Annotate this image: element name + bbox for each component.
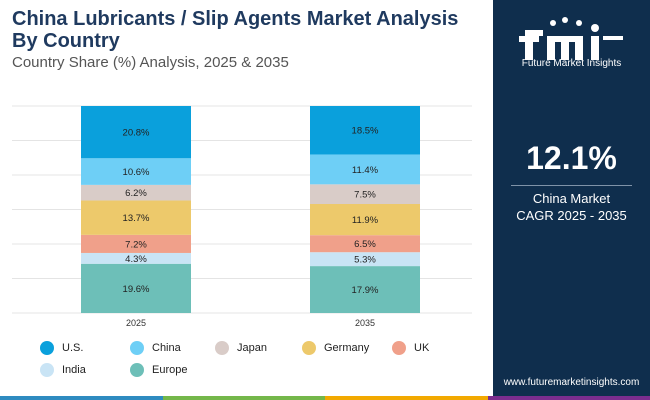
bottom-bar-segment (162, 396, 325, 400)
bar-segment-europe-2025 (81, 263, 191, 313)
bottom-bar-segment (325, 396, 488, 400)
bar-segment-india-2035 (310, 252, 420, 267)
legend-swatch (40, 341, 54, 355)
chart-title: China Lubricants / Slip Agents Market An… (12, 8, 459, 52)
data-label: 19.6% (123, 284, 150, 295)
legend-item-india: India (40, 363, 86, 377)
legend-swatch (130, 363, 144, 377)
cagr-divider (511, 185, 632, 186)
bar-segment-uk-2035 (310, 235, 420, 253)
legend-item-us: U.S. (40, 341, 83, 355)
brand-name: Future Market Insights (521, 58, 622, 69)
cagr-label-period: CAGR 2025 - 2035 (516, 208, 627, 223)
data-label: 18.5% (352, 126, 379, 137)
chart-legend: U.S. China Japan Germany UK India Europe (40, 341, 480, 387)
data-label: 13.7% (123, 213, 150, 224)
bar-segment-japan-2025 (81, 184, 191, 201)
stacked-bar-chart: 19.6% 4.3% 7.2% 13.7% 6.2% 10.6% 20.8% 2025 17.9… (12, 105, 472, 328)
bottom-bar-segment (0, 396, 163, 400)
data-label: 5.3% (354, 255, 376, 266)
data-label: 10.6% (123, 167, 150, 178)
legend-label: India (62, 364, 86, 376)
legend-item-germany: Germany (302, 341, 369, 355)
legend-swatch (215, 341, 229, 355)
bottom-bar-segment (487, 396, 650, 400)
data-label: 17.9% (352, 285, 379, 296)
legend-swatch (40, 363, 54, 377)
legend-label: Germany (324, 342, 370, 354)
chart-subtitle: Country Share (%) Analysis, 2025 & 2035 (12, 54, 289, 71)
bar-segment-germany-2035 (310, 203, 420, 236)
data-label: 11.9% (352, 215, 379, 226)
legend-swatch (130, 341, 144, 355)
cagr-label: China Market CAGR 2025 - 2035 (493, 190, 650, 224)
sidebar-panel: Future Market Insights 12.1% China Marke… (493, 0, 650, 400)
legend-item-china: China (130, 341, 181, 355)
legend-label: U.S. (62, 342, 84, 354)
bar-segment-uk-2025 (81, 234, 191, 253)
data-label: 6.5% (354, 239, 376, 250)
bar-segment-china-2035 (310, 154, 420, 185)
cagr-label-market: China Market (532, 191, 611, 206)
data-label: 11.4% (352, 165, 379, 176)
website-link[interactable]: www.futuremarketinsights.com (503, 377, 640, 388)
legend-item-europe: Europe (130, 363, 187, 377)
legend-label: UK (414, 342, 430, 354)
data-label: 20.8% (123, 128, 150, 139)
data-label: 6.2% (125, 188, 147, 199)
data-label: 4.3% (125, 254, 147, 265)
bar-segment-germany-2025 (81, 200, 191, 235)
bar-segment-us-2035 (310, 106, 420, 155)
bar-segment-india-2025 (81, 252, 191, 264)
x-tick-label: 2025 (126, 318, 146, 328)
x-tick-label: 2035 (355, 318, 375, 328)
legend-label: Europe (152, 364, 188, 376)
bar-segment-japan-2035 (310, 184, 420, 204)
bar-segment-us-2025 (81, 106, 191, 159)
fmi-logo-icon (519, 17, 623, 60)
legend-item-uk: UK (392, 341, 429, 355)
data-label: 7.2% (125, 239, 147, 250)
data-label: 7.5% (354, 190, 376, 201)
legend-swatch (302, 341, 316, 355)
legend-item-japan: Japan (215, 341, 267, 355)
cagr-value: 12.1% (526, 140, 617, 176)
legend-swatch (392, 341, 406, 355)
legend-label: China (152, 342, 181, 354)
legend-label: Japan (237, 342, 267, 354)
bar-segment-china-2025 (81, 158, 191, 185)
bottom-color-bar (0, 396, 650, 400)
bar-segment-europe-2035 (310, 266, 420, 313)
